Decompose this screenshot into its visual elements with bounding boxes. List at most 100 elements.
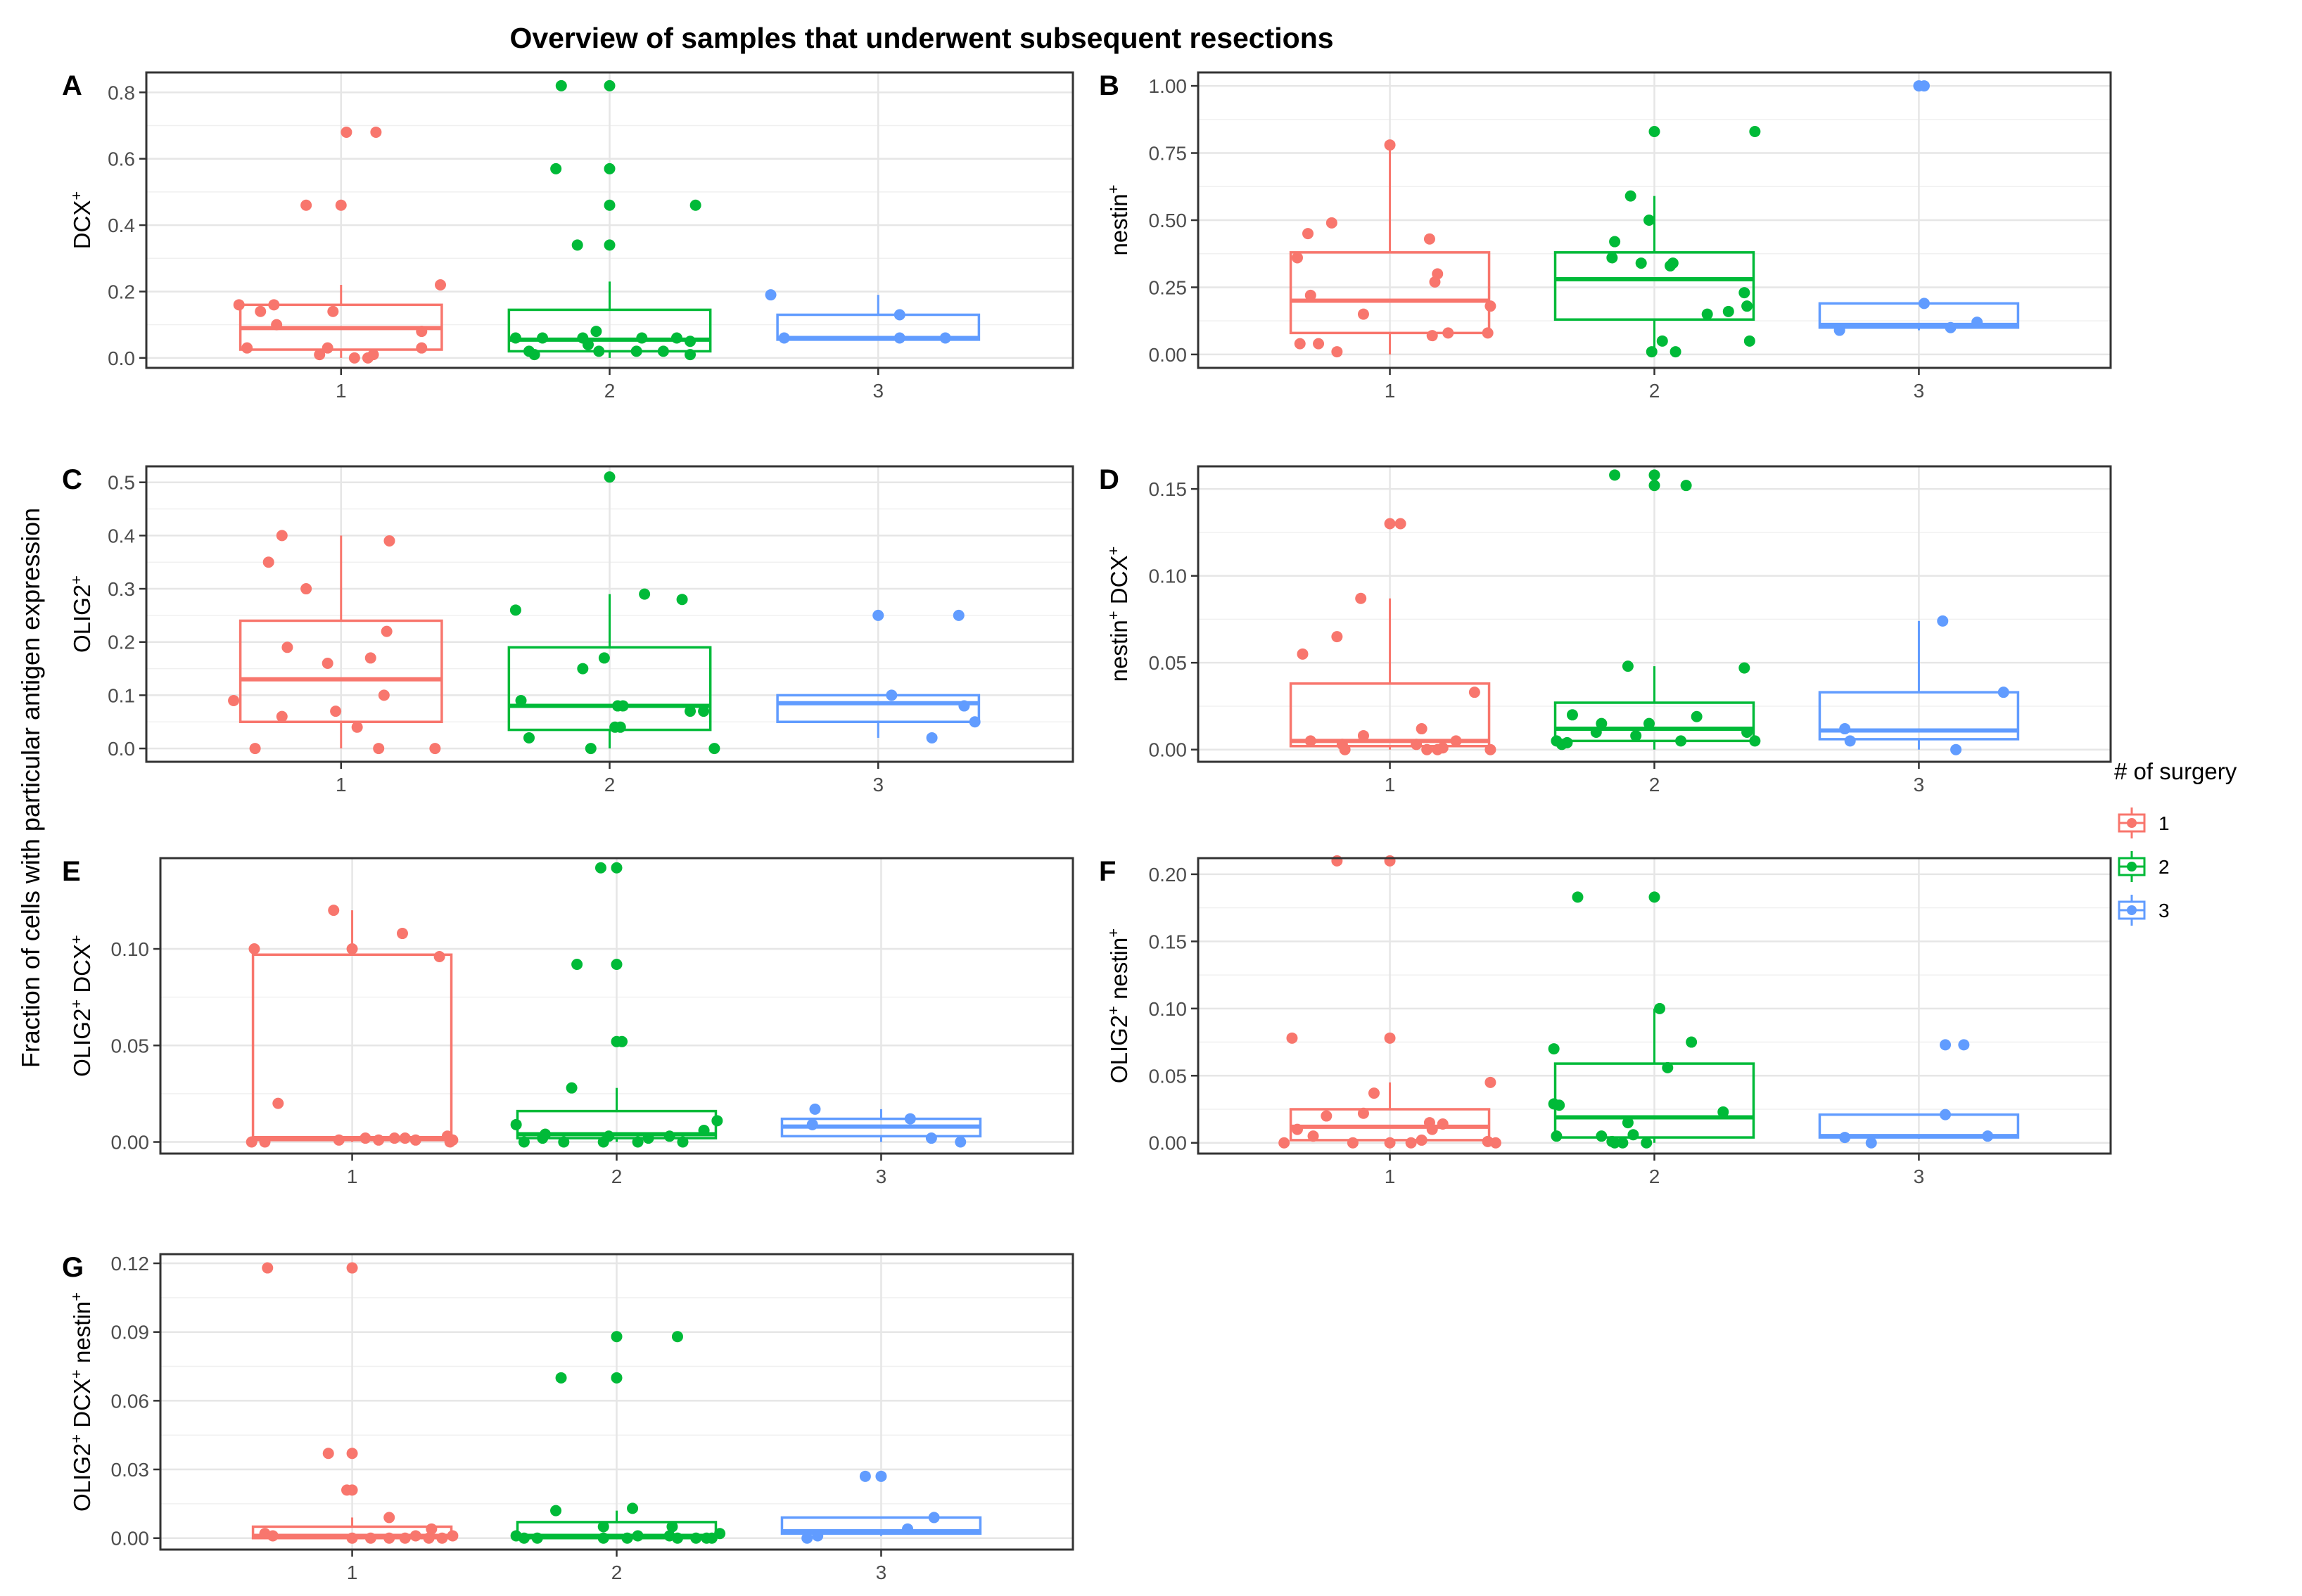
data-point — [423, 1532, 435, 1544]
data-point — [632, 1530, 644, 1542]
data-point — [1654, 1002, 1666, 1014]
data-point — [685, 336, 697, 347]
box — [1553, 251, 1755, 321]
data-point — [1606, 252, 1618, 264]
data-point — [327, 305, 339, 317]
data-point — [939, 332, 951, 344]
data-point — [604, 79, 616, 91]
x-tick-label: 3 — [876, 1166, 887, 1187]
data-point — [1609, 1137, 1621, 1149]
box — [507, 646, 712, 732]
data-point — [262, 1262, 274, 1274]
series-3 — [765, 289, 981, 344]
data-point — [1572, 891, 1584, 903]
y-axis-label: OLIG2+ nestin+ — [1105, 928, 1133, 1083]
series-3 — [1818, 80, 2020, 336]
legend-entry-1: 1 — [2116, 807, 2170, 838]
legend-label: 1 — [2158, 812, 2170, 834]
data-point — [1643, 717, 1655, 729]
data-point — [590, 326, 602, 338]
data-point — [1717, 1106, 1729, 1118]
data-point — [364, 652, 376, 664]
data-point — [812, 1530, 824, 1542]
x-tick-label: 2 — [1649, 1166, 1660, 1187]
panel-letter: E — [62, 856, 81, 887]
data-point — [1347, 1137, 1359, 1149]
data-point — [859, 1470, 871, 1482]
data-point — [577, 663, 589, 675]
data-point — [1307, 1130, 1319, 1142]
series-3 — [780, 1470, 982, 1544]
data-point — [510, 1118, 522, 1130]
data-point — [346, 1484, 358, 1496]
y-axis-label: nestin+ DCX+ — [1105, 547, 1133, 682]
data-point — [958, 700, 970, 712]
y-tick-label: 0.00 — [111, 1132, 150, 1154]
data-point — [346, 1448, 358, 1460]
data-point — [894, 309, 905, 321]
data-point — [1384, 518, 1396, 530]
data-point — [1286, 1032, 1298, 1044]
data-point — [1278, 1137, 1290, 1149]
y-tick-label: 0.00 — [1149, 739, 1188, 761]
panel-letter: A — [62, 70, 82, 101]
data-point — [1437, 1118, 1449, 1130]
data-point — [1304, 735, 1316, 747]
series-1 — [1289, 518, 1496, 755]
data-point — [953, 609, 965, 621]
data-point — [246, 1136, 257, 1148]
y-tick-label: 0.0 — [108, 738, 135, 760]
data-point — [447, 1530, 459, 1542]
data-point — [663, 1130, 675, 1142]
series-1 — [233, 126, 447, 364]
legend-key-point — [2127, 818, 2137, 828]
data-point — [666, 1521, 678, 1533]
data-point — [886, 689, 898, 701]
data-point — [1423, 233, 1435, 245]
y-axis-label: OLIG2+ DCX+ nestin+ — [68, 1292, 96, 1512]
data-point — [1355, 592, 1367, 604]
data-point — [778, 332, 790, 344]
data-point — [518, 1532, 530, 1544]
data-point — [671, 1331, 683, 1343]
series-1 — [1289, 139, 1496, 358]
data-point — [611, 1331, 623, 1343]
data-point — [1940, 1039, 1952, 1051]
data-point — [550, 162, 562, 174]
data-point — [262, 556, 274, 568]
data-point — [267, 1530, 279, 1542]
data-point — [685, 706, 697, 717]
data-point — [1662, 1061, 1674, 1073]
data-point — [383, 535, 395, 547]
x-tick-label: 1 — [1385, 774, 1396, 796]
data-point — [396, 928, 408, 940]
data-point — [276, 530, 288, 542]
x-tick-label: 1 — [347, 1166, 358, 1187]
panel-f: 0.00 0.05 0.10 0.15 0.20 1 2 3 F OLIG2+ nestin+ — [1099, 855, 2112, 1187]
series-2 — [510, 862, 723, 1148]
legend-label: 3 — [2158, 900, 2170, 921]
data-point — [383, 1532, 395, 1544]
panel-e: 0.00 0.05 0.10 1 2 3 E OLIG2+ DCX+ — [62, 856, 1074, 1187]
panel-letter: F — [1099, 856, 1116, 887]
data-point — [346, 1262, 358, 1274]
y-tick-label: 1.00 — [1149, 75, 1188, 97]
data-point — [241, 342, 253, 354]
data-point — [300, 199, 312, 211]
y-tick-label: 0.10 — [111, 938, 150, 960]
data-point — [1411, 739, 1423, 751]
data-point — [259, 1136, 271, 1148]
y-tick-label: 0.4 — [108, 215, 135, 236]
y-tick-label: 0.00 — [1149, 1132, 1188, 1154]
data-point — [1741, 300, 1753, 312]
data-point — [409, 1134, 421, 1146]
box — [1818, 691, 2020, 741]
data-point — [594, 862, 606, 874]
data-point — [604, 162, 616, 174]
data-point — [1437, 742, 1449, 754]
data-point — [1641, 1137, 1653, 1149]
data-point — [255, 305, 267, 317]
data-point — [351, 721, 363, 733]
data-point — [1950, 743, 1962, 755]
